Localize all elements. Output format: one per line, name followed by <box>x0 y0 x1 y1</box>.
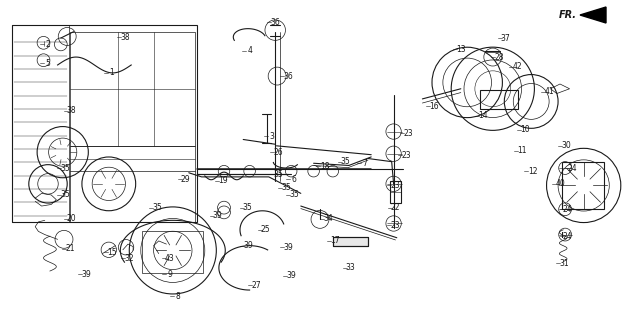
Text: 35: 35 <box>60 164 70 172</box>
Text: 36: 36 <box>283 72 293 81</box>
Text: 20: 20 <box>67 214 77 223</box>
Text: 30: 30 <box>561 141 572 150</box>
Text: 35: 35 <box>273 170 284 179</box>
Text: 18: 18 <box>320 162 329 171</box>
Text: 31: 31 <box>559 259 570 268</box>
Text: 41: 41 <box>544 87 554 96</box>
Text: 38: 38 <box>120 33 130 42</box>
Bar <box>12 25 197 222</box>
Text: 39: 39 <box>286 271 296 280</box>
Text: 23: 23 <box>390 221 400 230</box>
Text: 6: 6 <box>292 175 297 184</box>
Text: 28: 28 <box>495 53 504 61</box>
Text: 23: 23 <box>401 151 412 160</box>
Text: 42: 42 <box>512 62 522 71</box>
Text: FR.: FR. <box>559 10 577 20</box>
Bar <box>12 25 69 222</box>
Bar <box>562 162 604 209</box>
Text: 36: 36 <box>270 18 280 27</box>
Bar <box>333 237 368 246</box>
Text: 27: 27 <box>251 281 261 290</box>
Text: 38: 38 <box>67 107 77 115</box>
Text: 16: 16 <box>429 102 439 111</box>
Text: 35: 35 <box>152 203 163 212</box>
Text: 12: 12 <box>528 167 537 176</box>
Text: 3: 3 <box>269 132 275 141</box>
Text: 23: 23 <box>403 129 413 138</box>
Text: 24: 24 <box>563 232 573 241</box>
Text: 2: 2 <box>45 40 51 49</box>
Text: 37: 37 <box>500 34 511 42</box>
Text: 15: 15 <box>107 248 117 256</box>
Text: 33: 33 <box>346 263 356 272</box>
Text: 35: 35 <box>60 191 70 199</box>
Bar <box>333 237 368 246</box>
Text: 24: 24 <box>568 164 578 172</box>
Text: 17: 17 <box>330 236 340 245</box>
Text: 39: 39 <box>243 241 253 250</box>
Text: 23: 23 <box>390 181 400 190</box>
Text: 24: 24 <box>563 205 573 214</box>
Polygon shape <box>580 7 606 23</box>
Text: 9: 9 <box>167 270 172 279</box>
Text: 29: 29 <box>180 175 191 184</box>
Text: 1: 1 <box>109 68 115 77</box>
Text: 22: 22 <box>391 203 400 212</box>
Text: 39: 39 <box>212 211 223 220</box>
Text: 25: 25 <box>260 225 271 234</box>
Text: 40: 40 <box>555 179 565 188</box>
Text: 8: 8 <box>175 292 180 301</box>
Bar <box>70 146 195 222</box>
Text: 14: 14 <box>478 111 488 120</box>
Bar <box>390 181 401 203</box>
Text: 35: 35 <box>243 203 253 212</box>
Text: 7: 7 <box>362 159 367 168</box>
Text: 34: 34 <box>323 214 333 223</box>
Text: 26: 26 <box>273 148 284 157</box>
Text: 35: 35 <box>289 191 300 199</box>
Bar <box>142 231 203 273</box>
Text: 13: 13 <box>456 45 466 54</box>
Text: 43: 43 <box>164 254 175 263</box>
Text: 19: 19 <box>218 176 228 185</box>
Text: 35: 35 <box>340 157 351 166</box>
Text: 11: 11 <box>517 146 526 155</box>
Text: 39: 39 <box>283 243 293 252</box>
Text: 10: 10 <box>520 126 530 134</box>
Text: 5: 5 <box>45 59 51 68</box>
Text: 39: 39 <box>81 270 92 279</box>
Text: 4: 4 <box>247 46 252 55</box>
Text: 35: 35 <box>281 183 291 192</box>
Bar <box>70 32 195 146</box>
Text: 32: 32 <box>124 254 134 263</box>
Text: 21: 21 <box>66 244 75 253</box>
Bar <box>480 90 518 109</box>
